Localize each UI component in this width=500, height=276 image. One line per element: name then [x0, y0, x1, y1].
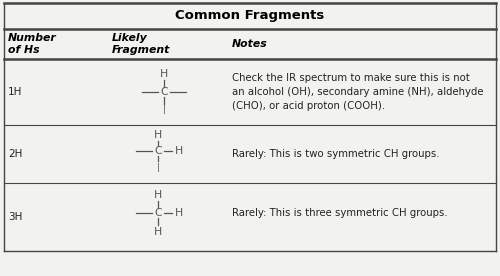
Text: Likely
Fragment: Likely Fragment: [112, 33, 170, 55]
Text: H: H: [154, 190, 162, 200]
Text: 1H: 1H: [8, 87, 22, 97]
Text: Notes: Notes: [232, 39, 268, 49]
Text: Number
of Hs: Number of Hs: [8, 33, 57, 55]
Text: C: C: [160, 87, 168, 97]
Text: 2H: 2H: [8, 149, 22, 159]
Text: H: H: [154, 130, 162, 140]
Text: Check the IR spectrum to make sure this is not
an alcohol (OH), secondary amine : Check the IR spectrum to make sure this …: [232, 73, 483, 111]
Text: Rarely: This is two symmetric CH groups.: Rarely: This is two symmetric CH groups.: [232, 149, 440, 159]
Text: |: |: [156, 163, 160, 172]
Text: Common Fragments: Common Fragments: [176, 9, 324, 23]
Text: C: C: [154, 146, 162, 156]
Text: Rarely: This is three symmetric CH groups.: Rarely: This is three symmetric CH group…: [232, 208, 448, 218]
Text: 3H: 3H: [8, 212, 22, 222]
Text: C: C: [154, 208, 162, 218]
Text: H: H: [175, 146, 183, 156]
Text: |: |: [162, 105, 166, 115]
Text: H: H: [154, 227, 162, 237]
Text: H: H: [160, 69, 168, 79]
Text: H: H: [175, 208, 183, 218]
